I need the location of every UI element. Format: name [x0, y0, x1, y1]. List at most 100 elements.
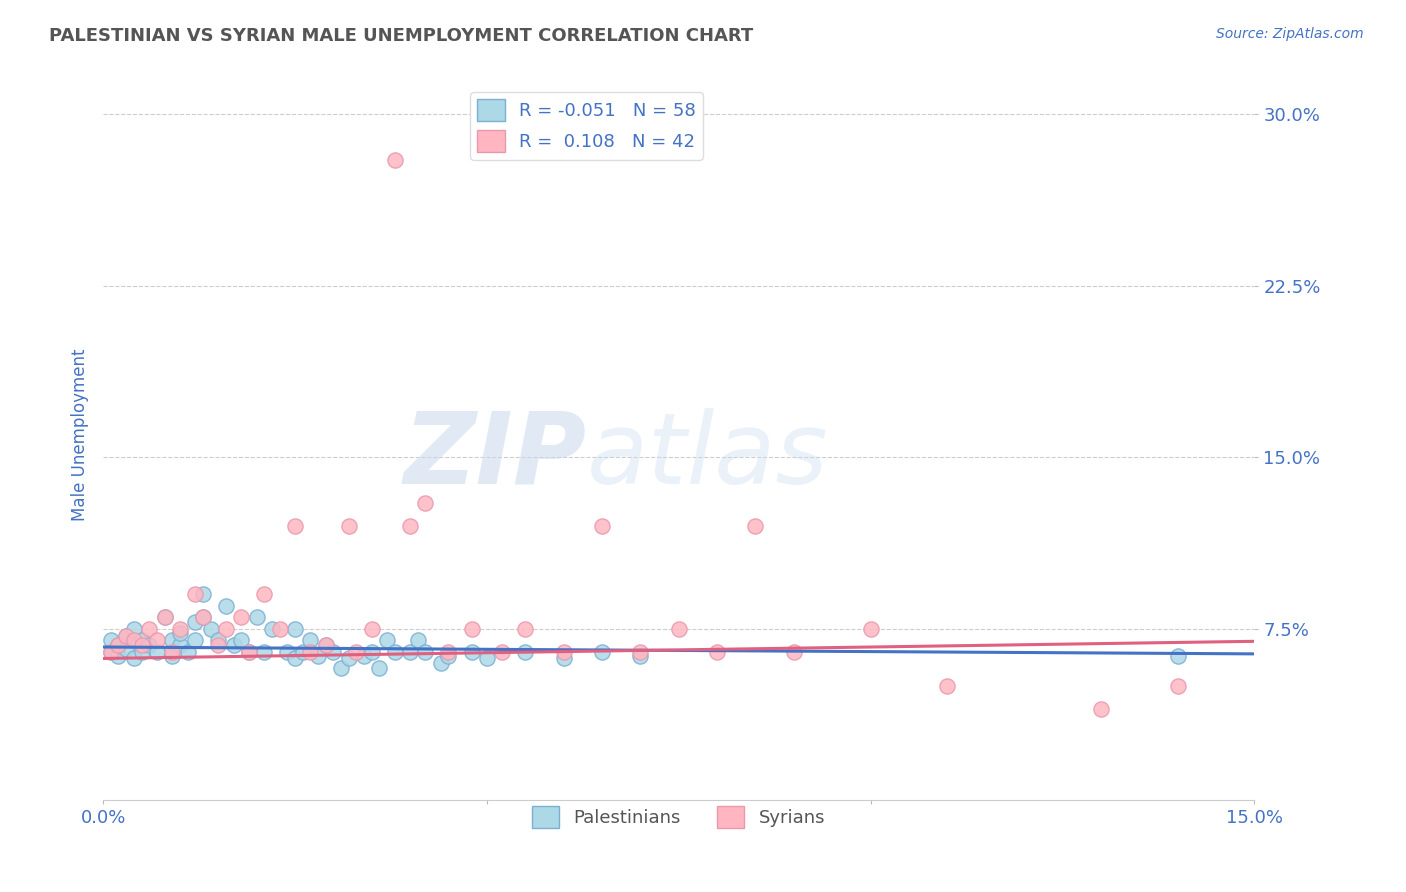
- Point: [100, 644, 122, 658]
- Point: [591, 518, 613, 533]
- Point: [246, 610, 269, 624]
- Point: [169, 626, 191, 640]
- Point: [215, 599, 238, 613]
- Point: [706, 644, 728, 658]
- Point: [184, 587, 207, 601]
- Point: [269, 622, 291, 636]
- Point: [107, 638, 129, 652]
- Point: [160, 649, 183, 664]
- Point: [122, 633, 145, 648]
- Point: [291, 644, 314, 658]
- Text: Source: ZipAtlas.com: Source: ZipAtlas.com: [1216, 27, 1364, 41]
- Point: [160, 644, 183, 658]
- Point: [399, 518, 422, 533]
- Point: [207, 638, 229, 652]
- Text: PALESTINIAN VS SYRIAN MALE UNEMPLOYMENT CORRELATION CHART: PALESTINIAN VS SYRIAN MALE UNEMPLOYMENT …: [49, 27, 754, 45]
- Point: [138, 622, 160, 636]
- Point: [375, 633, 398, 648]
- Point: [160, 633, 183, 648]
- Point: [628, 644, 651, 658]
- Point: [231, 610, 253, 624]
- Point: [131, 638, 153, 652]
- Point: [344, 644, 367, 658]
- Point: [668, 622, 690, 636]
- Point: [215, 622, 238, 636]
- Point: [491, 644, 513, 658]
- Point: [460, 644, 482, 658]
- Point: [260, 622, 283, 636]
- Point: [415, 496, 437, 510]
- Point: [115, 629, 138, 643]
- Point: [415, 644, 437, 658]
- Point: [115, 629, 138, 643]
- Point: [1167, 649, 1189, 664]
- Point: [406, 633, 429, 648]
- Point: [337, 518, 360, 533]
- Point: [322, 644, 344, 658]
- Point: [131, 633, 153, 648]
- Point: [115, 642, 138, 657]
- Text: ZIP: ZIP: [404, 408, 586, 505]
- Point: [783, 644, 806, 658]
- Point: [200, 622, 222, 636]
- Point: [191, 610, 214, 624]
- Point: [299, 633, 322, 648]
- Point: [284, 622, 307, 636]
- Point: [207, 633, 229, 648]
- Point: [591, 644, 613, 658]
- Point: [138, 638, 160, 652]
- Point: [231, 633, 253, 648]
- Point: [859, 622, 882, 636]
- Point: [460, 622, 482, 636]
- Point: [253, 644, 276, 658]
- Point: [437, 644, 460, 658]
- Point: [238, 644, 260, 658]
- Point: [276, 644, 298, 658]
- Point: [169, 622, 191, 636]
- Point: [222, 638, 245, 652]
- Point: [475, 651, 498, 665]
- Point: [284, 651, 307, 665]
- Point: [107, 649, 129, 664]
- Point: [1167, 679, 1189, 693]
- Point: [430, 656, 453, 670]
- Point: [1090, 702, 1112, 716]
- Point: [184, 633, 207, 648]
- Point: [146, 633, 169, 648]
- Point: [238, 644, 260, 658]
- Point: [191, 610, 214, 624]
- Point: [153, 610, 176, 624]
- Text: atlas: atlas: [586, 408, 828, 505]
- Point: [122, 651, 145, 665]
- Point: [368, 660, 391, 674]
- Point: [107, 638, 129, 652]
- Y-axis label: Male Unemployment: Male Unemployment: [72, 348, 89, 521]
- Point: [299, 644, 322, 658]
- Legend: Palestinians, Syrians: Palestinians, Syrians: [524, 798, 832, 835]
- Point: [515, 644, 537, 658]
- Point: [307, 649, 329, 664]
- Point: [353, 649, 375, 664]
- Point: [184, 615, 207, 629]
- Point: [131, 644, 153, 658]
- Point: [744, 518, 766, 533]
- Point: [936, 679, 959, 693]
- Point: [100, 644, 122, 658]
- Point: [146, 644, 169, 658]
- Point: [315, 638, 337, 652]
- Point: [169, 638, 191, 652]
- Point: [384, 644, 406, 658]
- Point: [553, 644, 575, 658]
- Point: [437, 649, 460, 664]
- Point: [399, 644, 422, 658]
- Point: [628, 649, 651, 664]
- Point: [153, 610, 176, 624]
- Point: [100, 633, 122, 648]
- Point: [176, 644, 198, 658]
- Point: [384, 153, 406, 167]
- Point: [191, 587, 214, 601]
- Point: [360, 644, 382, 658]
- Point: [360, 622, 382, 636]
- Point: [122, 622, 145, 636]
- Point: [515, 622, 537, 636]
